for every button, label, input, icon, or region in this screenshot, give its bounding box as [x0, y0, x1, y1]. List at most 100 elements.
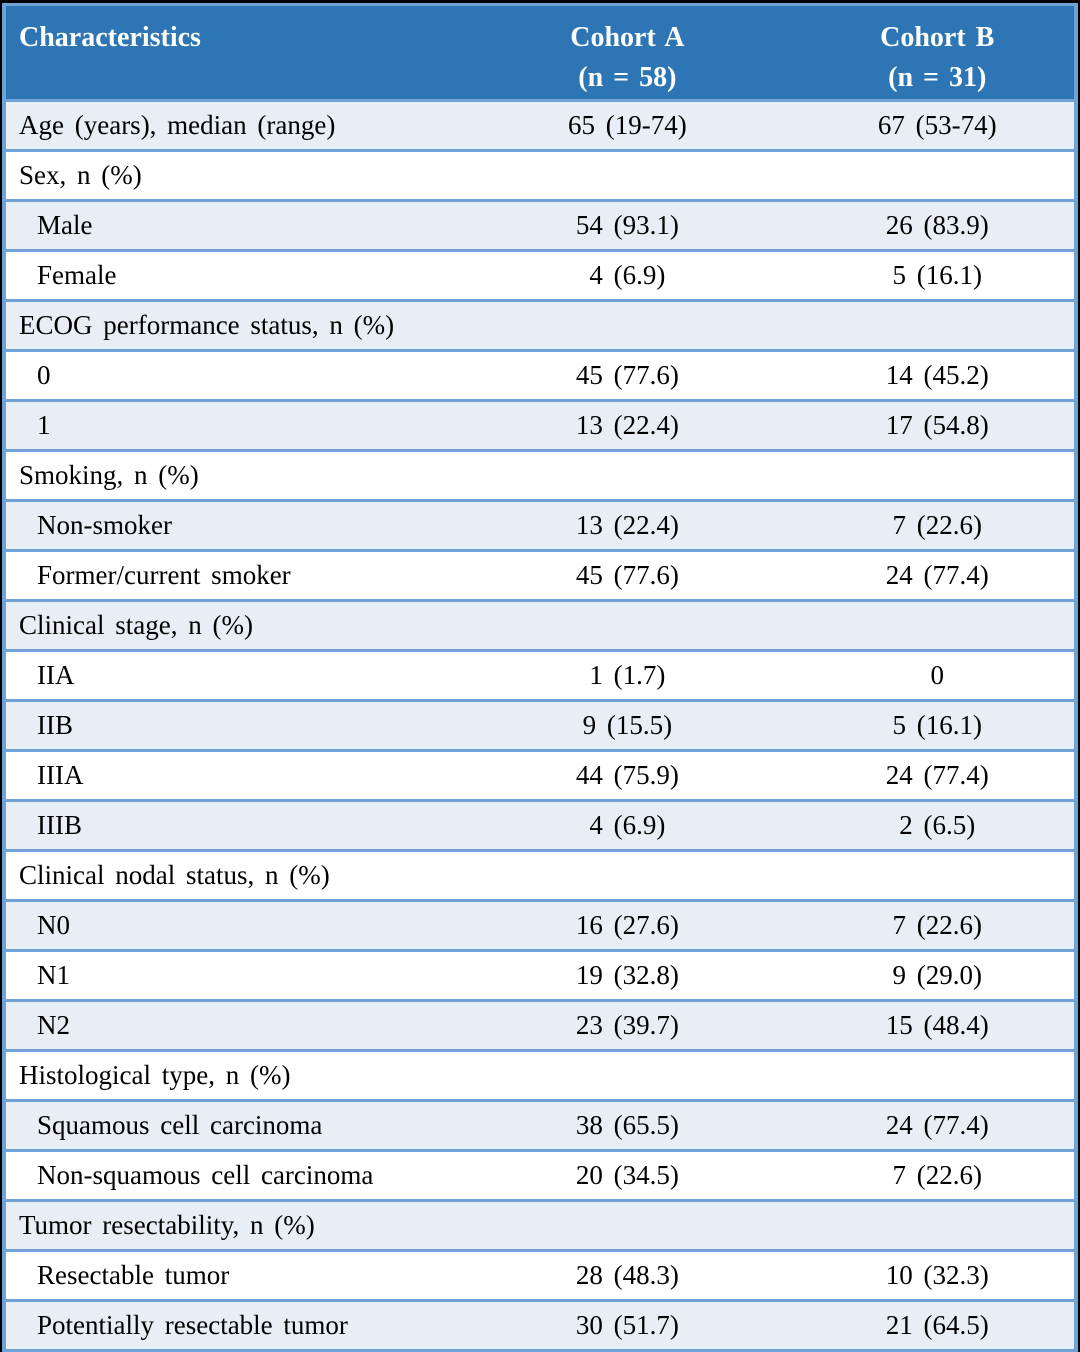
patient-characteristics-table: Characteristics Cohort A (n = 58) Cohort… — [2, 3, 1078, 1352]
row-label: IIIB — [4, 799, 455, 852]
row-label: Potentially resectable tumor — [4, 1299, 455, 1352]
cohort-b-value — [800, 299, 1076, 352]
table-row: Female 4 (6.9) 5 (16.1) — [4, 249, 1076, 302]
table-row: IIIB 4 (6.9) 2 (6.5) — [4, 799, 1076, 852]
table-row: 1 13 (22.4) 17 (54.8) — [4, 399, 1076, 452]
header-row: Characteristics Cohort A (n = 58) Cohort… — [4, 3, 1076, 102]
row-label: IIA — [4, 649, 455, 702]
table-row: N0 16 (27.6) 7 (22.6) — [4, 899, 1076, 952]
table-row: Non-smoker 13 (22.4) 7 (22.6) — [4, 499, 1076, 552]
table-row: Potentially resectable tumor 30 (51.7) 21 … — [4, 1299, 1076, 1352]
cohort-a-value: 13 (22.4) — [454, 399, 801, 452]
cohort-b-value: 21 (64.5) — [800, 1299, 1076, 1352]
cohort-b-value: 7 (22.6) — [800, 899, 1076, 952]
row-label: Smoking, n (%) — [4, 449, 455, 502]
table-row: Sex, n (%) — [4, 149, 1076, 202]
table-row: Clinical nodal status, n (%) — [4, 849, 1076, 902]
cohort-a-value: 45 (77.6) — [454, 549, 801, 602]
table-row: Male 54 (93.1) 26 (83.9) — [4, 199, 1076, 252]
cohort-a-value — [454, 149, 801, 202]
row-label: N1 — [4, 949, 455, 1002]
table-row: Clinical stage, n (%) — [4, 599, 1076, 652]
cohort-b-value: 7 (22.6) — [800, 499, 1076, 552]
cohort-b-value — [800, 1199, 1076, 1252]
cohort-b-value: 67 (53-74) — [800, 99, 1076, 152]
cohort-b-value: 24 (77.4) — [800, 549, 1076, 602]
cohort-a-value: 9 (15.5) — [454, 699, 801, 752]
table-row: Resectable tumor 28 (48.3) 10 (32.3) — [4, 1249, 1076, 1302]
table-row: N2 23 (39.7) 15 (48.4) — [4, 999, 1076, 1052]
table-row: Smoking, n (%) — [4, 449, 1076, 502]
row-label: Clinical nodal status, n (%) — [4, 849, 455, 902]
row-label: Age (years), median (range) — [4, 99, 455, 152]
cohort-a-value: 4 (6.9) — [454, 799, 801, 852]
table-row: Non-squamous cell carcinoma 20 (34.5) 7 (2… — [4, 1149, 1076, 1202]
cohort-a-value: 54 (93.1) — [454, 199, 801, 252]
row-label: 1 — [4, 399, 455, 452]
cohort-a-value: 4 (6.9) — [454, 249, 801, 302]
cohort-b-value — [800, 599, 1076, 652]
cohort-a-value: 44 (75.9) — [454, 749, 801, 802]
row-label: Non-smoker — [4, 499, 455, 552]
cohort-b-value: 26 (83.9) — [800, 199, 1076, 252]
cohort-b-value: 24 (77.4) — [800, 749, 1076, 802]
cohort-a-value: 16 (27.6) — [454, 899, 801, 952]
row-label: 0 — [4, 349, 455, 402]
cohort-a-value — [454, 599, 801, 652]
cohort-a-n-count: (n = 58) — [578, 62, 677, 93]
cohort-b-value: 5 (16.1) — [800, 699, 1076, 752]
cohort-b-value: 9 (29.0) — [800, 949, 1076, 1002]
table-body: Age (years), median (range) 65 (19-74) 67 … — [4, 99, 1076, 1352]
table-row: N1 19 (32.8) 9 (29.0) — [4, 949, 1076, 1002]
table-row: IIA 1 (1.7) 0 — [4, 649, 1076, 702]
cohort-b-n-count: (n = 31) — [888, 62, 987, 93]
row-label: Female — [4, 249, 455, 302]
cohort-a-value: 23 (39.7) — [454, 999, 801, 1052]
table-row: Former/current smoker 45 (77.6) 24 (77.4) — [4, 549, 1076, 602]
characteristics-header-label: Characteristics — [19, 22, 201, 53]
cohort-a-value — [454, 1049, 801, 1102]
row-label: Sex, n (%) — [4, 149, 455, 202]
cohort-b-name: Cohort B — [880, 22, 995, 53]
cohort-b-value: 5 (16.1) — [800, 249, 1076, 302]
row-label: Tumor resectability, n (%) — [4, 1199, 455, 1252]
table-frame: Characteristics Cohort A (n = 58) Cohort… — [2, 3, 1078, 1352]
row-label: N2 — [4, 999, 455, 1052]
cohort-a-value — [454, 1199, 801, 1252]
cohort-a-value — [454, 299, 801, 352]
cohort-b-value — [800, 849, 1076, 902]
table-row: Histological type, n (%) — [4, 1049, 1076, 1102]
header-cell-characteristics: Characteristics — [4, 3, 455, 102]
cohort-a-value: 38 (65.5) — [454, 1099, 801, 1152]
row-label: IIB — [4, 699, 455, 752]
table-row: IIIA 44 (75.9) 24 (77.4) — [4, 749, 1076, 802]
header-cell-cohort-a: Cohort A (n = 58) — [454, 3, 801, 102]
table-row: IIB 9 (15.5) 5 (16.1) — [4, 699, 1076, 752]
cohort-b-value — [800, 449, 1076, 502]
cohort-b-value: 0 — [800, 649, 1076, 702]
table-header: Characteristics Cohort A (n = 58) Cohort… — [4, 3, 1076, 102]
cohort-b-value — [800, 1049, 1076, 1102]
cohort-a-value — [454, 449, 801, 502]
row-label: Squamous cell carcinoma — [4, 1099, 455, 1152]
row-label: Resectable tumor — [4, 1249, 455, 1302]
row-label: Non-squamous cell carcinoma — [4, 1149, 455, 1202]
row-label: ECOG performance status, n (%) — [4, 299, 455, 352]
cohort-a-value: 30 (51.7) — [454, 1299, 801, 1352]
cohort-b-value: 2 (6.5) — [800, 799, 1076, 852]
row-label: Male — [4, 199, 455, 252]
row-label: Histological type, n (%) — [4, 1049, 455, 1102]
table-row: Age (years), median (range) 65 (19-74) 67 … — [4, 99, 1076, 152]
cohort-b-value: 24 (77.4) — [800, 1099, 1076, 1152]
table-row: ECOG performance status, n (%) — [4, 299, 1076, 352]
cohort-a-value: 28 (48.3) — [454, 1249, 801, 1302]
cohort-a-value: 19 (32.8) — [454, 949, 801, 1002]
table-row: Tumor resectability, n (%) — [4, 1199, 1076, 1252]
cohort-a-value: 20 (34.5) — [454, 1149, 801, 1202]
row-label: Former/current smoker — [4, 549, 455, 602]
row-label: N0 — [4, 899, 455, 952]
table-row: Squamous cell carcinoma 38 (65.5) 24 (77.4… — [4, 1099, 1076, 1152]
table-row: 0 45 (77.6) 14 (45.2) — [4, 349, 1076, 402]
cohort-a-value: 65 (19-74) — [454, 99, 801, 152]
cohort-a-name: Cohort A — [570, 22, 685, 53]
